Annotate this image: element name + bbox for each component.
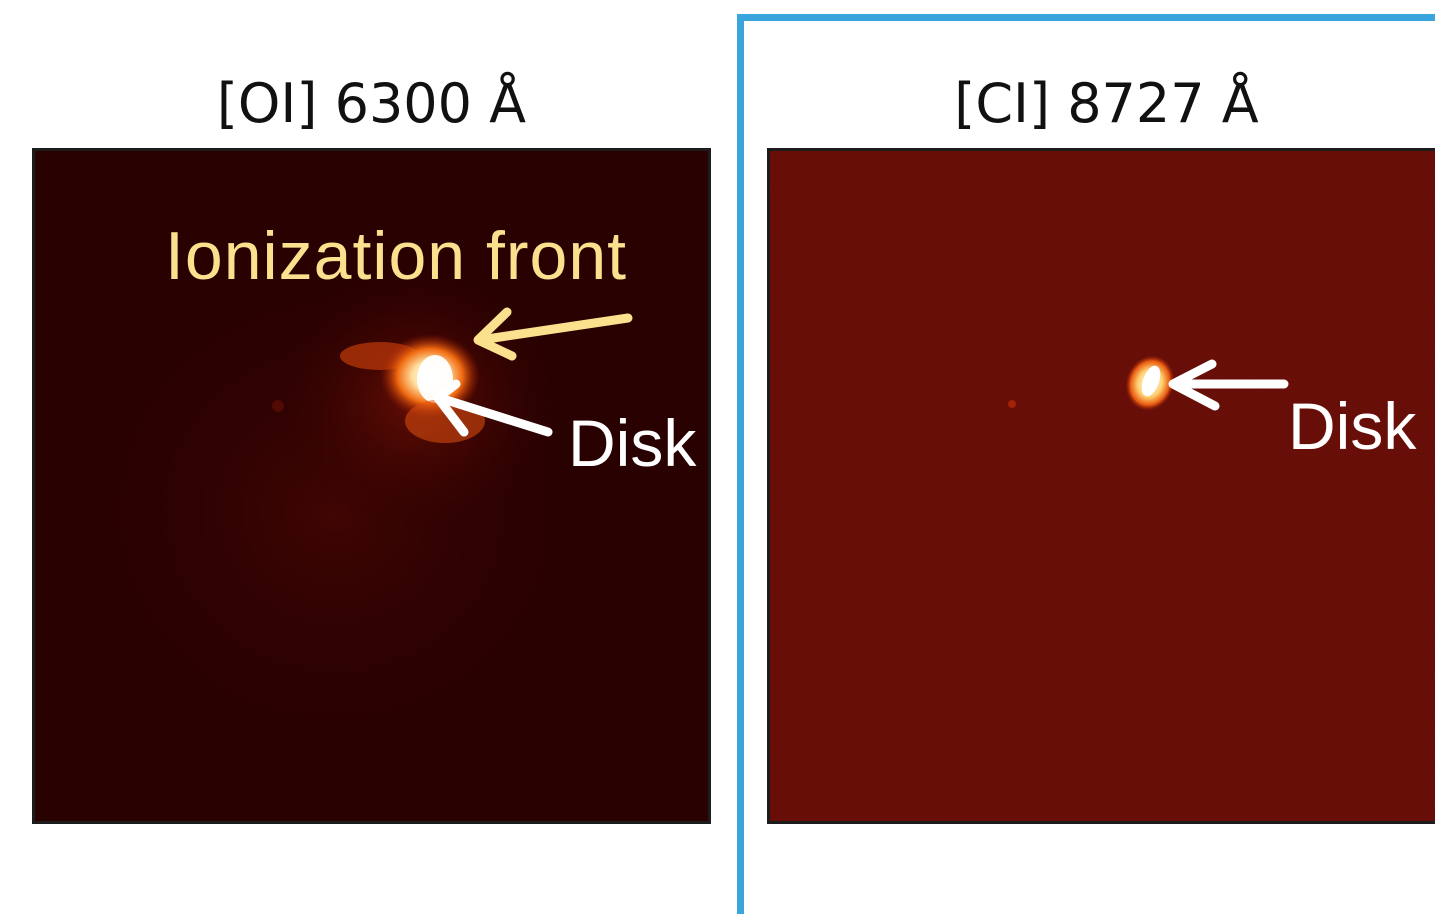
panel-title-ci: [CI] 8727 Å <box>954 72 1259 135</box>
ci-emission-svg <box>770 151 1435 821</box>
panel-title-oi: [OI] 6300 Å <box>216 72 527 135</box>
panel-divider <box>737 14 744 914</box>
disk-label-right: Disk <box>1288 389 1417 463</box>
ci-emission-image <box>767 148 1435 824</box>
ionization-front-label: Ionization front <box>165 218 628 294</box>
disk-label-left: Disk <box>568 406 697 480</box>
disk-arrow-right <box>1168 359 1289 411</box>
disk-arrow-left <box>433 379 553 437</box>
ionization-front-arrow <box>473 307 633 361</box>
panel-divider-top <box>737 14 1435 21</box>
